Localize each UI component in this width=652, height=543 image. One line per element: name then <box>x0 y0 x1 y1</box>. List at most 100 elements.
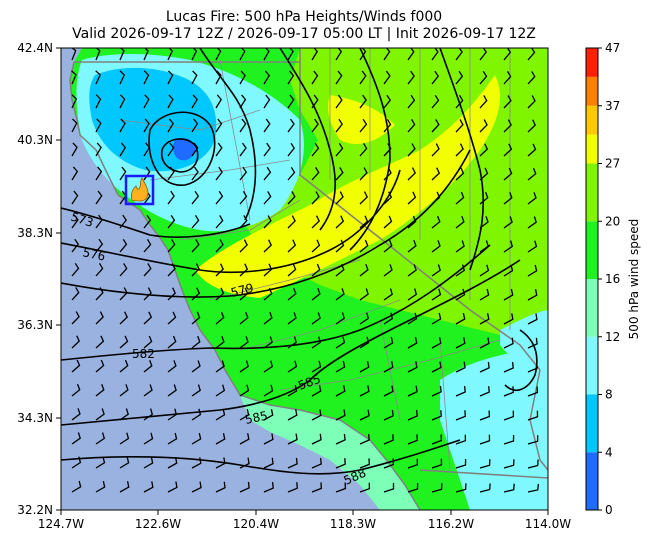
colorbar-tick-label: 20 <box>605 214 620 228</box>
wind-barb <box>95 480 106 493</box>
wind-barb <box>407 312 418 325</box>
colorbar-band <box>586 452 598 510</box>
wind-barb <box>143 456 154 469</box>
wind-barb <box>311 433 322 445</box>
wind-barb <box>479 459 491 469</box>
wind-barb <box>383 143 392 157</box>
wind-barb <box>503 337 514 349</box>
wind-barb <box>455 143 464 157</box>
wind-barb <box>167 287 176 301</box>
wind-barb <box>431 483 443 493</box>
wind-barb <box>239 239 248 253</box>
wind-barb <box>359 409 370 421</box>
wind-barb <box>359 48 367 61</box>
wind-barb <box>335 385 346 397</box>
wind-barb <box>527 313 538 325</box>
wind-barb <box>95 214 103 229</box>
wind-barb <box>191 263 200 277</box>
wind-barb <box>71 335 80 349</box>
wind-barb <box>239 336 249 349</box>
wind-barb <box>431 119 440 133</box>
wind-barb <box>191 94 198 109</box>
wind-barb <box>407 191 417 205</box>
wind-barb <box>527 337 538 349</box>
wind-barb <box>455 337 466 349</box>
colorbar-tick-label: 37 <box>605 99 620 113</box>
wind-barb <box>527 483 540 493</box>
colorbar-band <box>586 48 598 77</box>
wind-barb <box>263 142 271 157</box>
wind-barb <box>71 432 81 445</box>
wind-barb <box>503 143 513 157</box>
wind-barb <box>215 190 224 205</box>
wind-barb <box>383 191 393 205</box>
wind-barb <box>311 142 320 157</box>
state-border-ca-nv <box>299 48 541 371</box>
wind-barb <box>455 191 465 205</box>
wind-barb <box>503 119 512 133</box>
wind-band-27-32-b <box>328 95 395 145</box>
map-title-line1: Lucas Fire: 500 hPa Heights/Winds f000 <box>166 9 442 25</box>
wind-barb <box>455 119 464 133</box>
wind-barb <box>119 359 129 373</box>
wind-barb <box>71 94 78 109</box>
contour-low-ring-2 <box>160 138 199 173</box>
wind-barb <box>167 311 177 325</box>
wind-barb <box>311 263 321 277</box>
wind-barb <box>383 312 394 325</box>
wind-barb <box>215 118 223 133</box>
wind-barb <box>527 48 536 61</box>
wind-barb <box>311 312 321 325</box>
wind-barb <box>311 409 322 421</box>
colorbar-tick-label: 12 <box>605 330 620 344</box>
wind-barb <box>143 384 153 397</box>
wind-barb <box>167 384 177 397</box>
wind-barb <box>431 385 442 397</box>
wind-barb <box>527 216 537 229</box>
wind-barb <box>359 458 370 469</box>
wind-barb <box>359 167 368 181</box>
wind-barb <box>479 410 491 421</box>
wind-barb <box>311 167 320 181</box>
wind-barb <box>407 434 418 445</box>
wind-barb <box>239 94 247 109</box>
wind-barb <box>239 118 247 133</box>
colorbar-band <box>586 394 598 453</box>
contour-label-585-b: 585 <box>244 408 269 426</box>
wind-barb <box>119 214 128 229</box>
wind-barb <box>479 264 490 277</box>
wind-barb <box>239 70 246 85</box>
wind-barb <box>479 337 490 349</box>
wind-barb <box>503 191 513 205</box>
wind-barb <box>287 384 298 397</box>
contour-ridge-2 <box>279 48 336 231</box>
wind-barb <box>71 238 80 253</box>
wind-barb <box>503 288 514 301</box>
wind-barb <box>239 190 248 205</box>
wind-barb <box>119 456 130 469</box>
wind-barb <box>527 240 538 253</box>
wind-barb <box>239 457 250 469</box>
contour-east-1 <box>504 329 538 391</box>
wind-barb <box>407 48 415 61</box>
wind-barb <box>479 143 489 157</box>
colorbar-bands <box>586 48 598 510</box>
wind-barb <box>239 408 250 421</box>
wind-barb <box>263 263 273 277</box>
wind-barb <box>503 48 512 61</box>
lat-axis: 42.4N 40.3N 38.3N 36.3N 34.3N 32.2N <box>17 41 61 517</box>
wind-barb <box>215 215 224 229</box>
wind-barb <box>431 48 439 61</box>
wind-barb <box>119 311 128 325</box>
wind-barb <box>191 481 202 493</box>
wind-barb <box>455 483 467 493</box>
wind-barb <box>335 433 346 445</box>
wind-barb <box>191 457 202 469</box>
wind-barb <box>359 142 368 157</box>
wind-barb <box>431 288 442 301</box>
wind-barb <box>527 386 539 397</box>
wind-barb <box>71 311 80 325</box>
wind-barb <box>215 142 223 157</box>
wind-barb <box>503 264 514 277</box>
